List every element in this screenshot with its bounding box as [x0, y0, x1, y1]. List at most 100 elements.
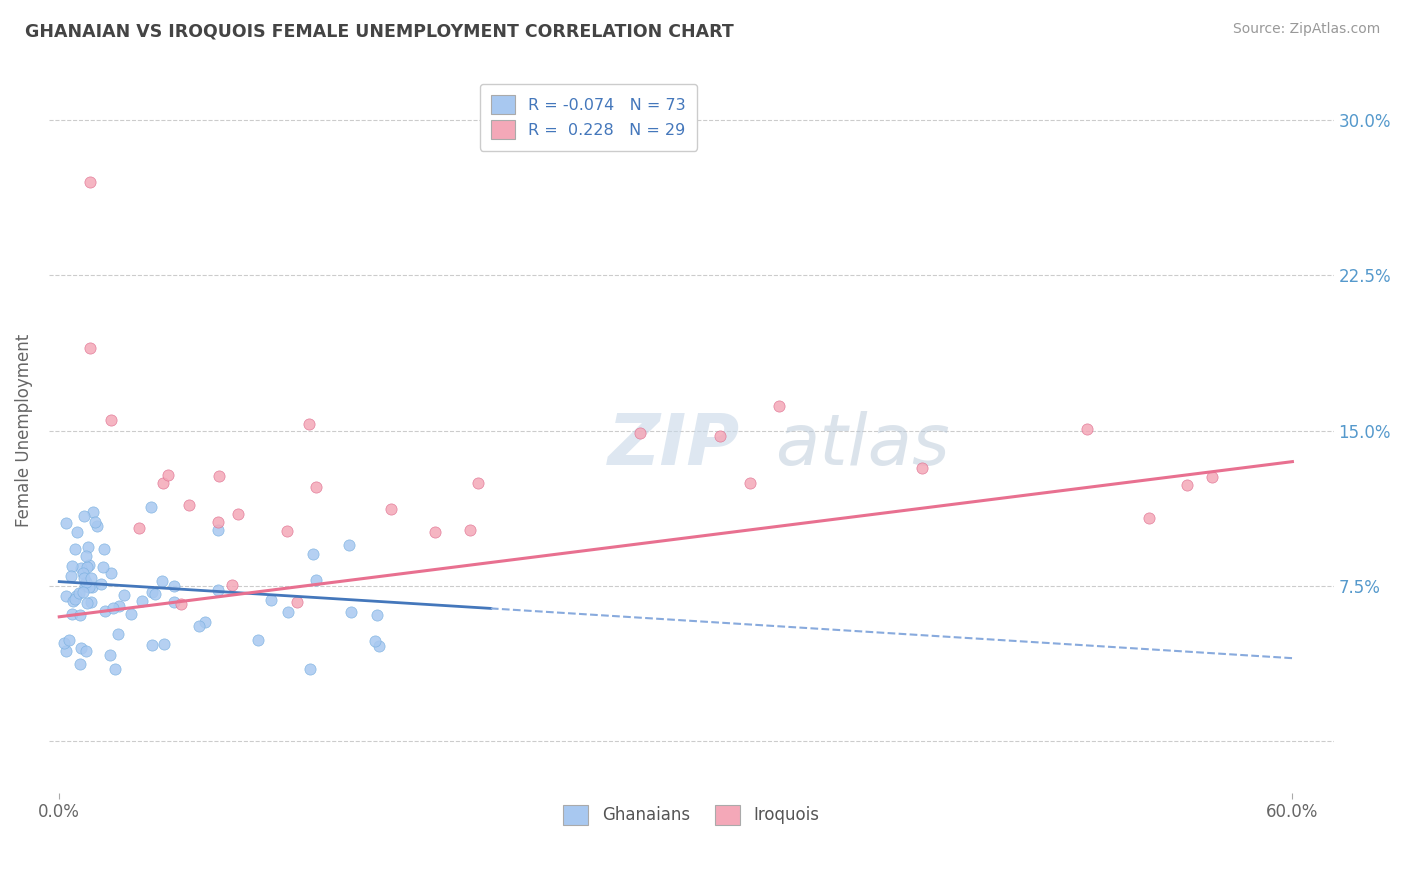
- Point: [75, 575, 97, 590]
- Point: [100, 566, 122, 581]
- Point: [66, 525, 89, 540]
- Point: [150, 574, 173, 588]
- Point: [207, 516, 229, 530]
- Point: [298, 661, 321, 675]
- Point: [80, 595, 103, 609]
- Point: [120, 607, 142, 621]
- Point: [277, 605, 299, 619]
- Point: [75, 644, 97, 658]
- Point: [1201, 470, 1223, 484]
- Point: [709, 429, 731, 443]
- Point: [104, 661, 127, 675]
- Point: [207, 582, 229, 597]
- Point: [177, 498, 200, 512]
- Point: [53, 636, 76, 650]
- Point: [72, 585, 94, 599]
- Point: [363, 633, 385, 648]
- Point: [304, 480, 326, 494]
- Point: [368, 640, 391, 654]
- Point: [59, 569, 82, 583]
- Y-axis label: Female Unemployment: Female Unemployment: [15, 334, 32, 527]
- Point: [305, 573, 328, 587]
- Point: [76, 596, 98, 610]
- Legend: Ghanaians, Iroquois: Ghanaians, Iroquois: [554, 795, 830, 835]
- Point: [298, 417, 321, 431]
- Point: [79, 175, 101, 189]
- Point: [1175, 478, 1198, 492]
- Point: [79, 341, 101, 355]
- Point: [93, 541, 115, 556]
- Point: [83, 515, 105, 529]
- Point: [94, 604, 117, 618]
- Point: [91, 559, 114, 574]
- Point: [157, 468, 180, 483]
- Text: atlas: atlas: [775, 410, 949, 480]
- Point: [911, 461, 934, 475]
- Point: [86, 519, 108, 533]
- Point: [467, 476, 489, 491]
- Point: [143, 587, 166, 601]
- Point: [55, 516, 77, 530]
- Point: [740, 475, 762, 490]
- Point: [58, 633, 80, 648]
- Point: [65, 589, 87, 603]
- Point: [77, 580, 100, 594]
- Point: [69, 586, 91, 600]
- Point: [73, 508, 96, 523]
- Text: ZIP: ZIP: [607, 410, 740, 480]
- Point: [207, 524, 229, 538]
- Point: [380, 501, 402, 516]
- Point: [276, 524, 298, 538]
- Point: [69, 607, 91, 622]
- Point: [128, 521, 150, 535]
- Point: [153, 638, 176, 652]
- Point: [55, 644, 77, 658]
- Point: [141, 585, 163, 599]
- Point: [60, 607, 83, 621]
- Point: [630, 426, 652, 441]
- Point: [163, 579, 186, 593]
- Point: [80, 571, 103, 585]
- Point: [77, 541, 100, 555]
- Point: [208, 469, 231, 483]
- Point: [82, 505, 104, 519]
- Point: [131, 594, 153, 608]
- Point: [65, 591, 87, 606]
- Point: [55, 589, 77, 603]
- Point: [188, 619, 211, 633]
- Point: [302, 547, 325, 561]
- Point: [69, 641, 91, 656]
- Point: [366, 608, 388, 623]
- Point: [246, 632, 269, 647]
- Point: [141, 638, 163, 652]
- Point: [73, 571, 96, 585]
- Point: [458, 523, 481, 537]
- Point: [69, 657, 91, 671]
- Point: [339, 605, 361, 619]
- Text: Source: ZipAtlas.com: Source: ZipAtlas.com: [1233, 22, 1381, 37]
- Point: [285, 594, 308, 608]
- Point: [337, 538, 360, 552]
- Point: [170, 598, 193, 612]
- Point: [63, 541, 86, 556]
- Point: [72, 566, 94, 580]
- Point: [62, 594, 84, 608]
- Point: [423, 525, 446, 540]
- Point: [60, 558, 83, 573]
- Point: [80, 580, 103, 594]
- Point: [75, 549, 97, 563]
- Point: [163, 595, 186, 609]
- Point: [260, 593, 283, 607]
- Point: [193, 615, 215, 630]
- Point: [112, 588, 135, 602]
- Point: [77, 558, 100, 572]
- Point: [107, 626, 129, 640]
- Point: [221, 578, 243, 592]
- Point: [1076, 422, 1098, 436]
- Point: [90, 577, 112, 591]
- Point: [768, 399, 790, 413]
- Point: [226, 508, 249, 522]
- Point: [73, 579, 96, 593]
- Point: [70, 561, 93, 575]
- Point: [103, 601, 125, 615]
